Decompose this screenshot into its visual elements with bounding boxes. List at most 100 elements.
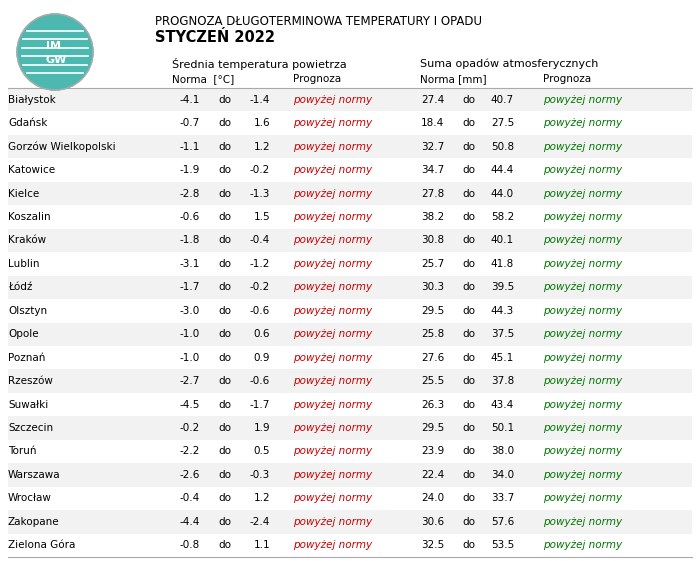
Text: 1.2: 1.2	[253, 493, 270, 503]
Text: do: do	[218, 141, 231, 151]
Text: powyżej normy: powyżej normy	[543, 376, 622, 386]
Text: 30.8: 30.8	[421, 236, 444, 245]
Text: powyżej normy: powyżej normy	[293, 306, 372, 316]
Text: Łódź: Łódź	[8, 282, 32, 292]
Text: -3.1: -3.1	[180, 259, 200, 269]
Text: do: do	[462, 95, 475, 105]
Text: -1.8: -1.8	[180, 236, 200, 245]
Text: Gorzów Wielkopolski: Gorzów Wielkopolski	[8, 141, 116, 152]
Text: powyżej normy: powyżej normy	[543, 493, 622, 503]
Text: 18.4: 18.4	[421, 118, 444, 128]
Text: Koszalin: Koszalin	[8, 212, 50, 222]
Text: -1.0: -1.0	[180, 329, 200, 339]
Text: 25.8: 25.8	[421, 329, 444, 339]
Text: 27.5: 27.5	[491, 118, 514, 128]
Text: powyżej normy: powyżej normy	[543, 118, 622, 128]
Bar	[8, 416, 692, 440]
Text: do: do	[218, 399, 231, 410]
Text: do: do	[462, 399, 475, 410]
Text: powyżej normy: powyżej normy	[543, 259, 622, 269]
Text: -2.6: -2.6	[180, 470, 200, 480]
Text: Rzeszów: Rzeszów	[8, 376, 53, 386]
Bar	[8, 510, 692, 534]
Text: 32.7: 32.7	[421, 141, 444, 151]
Text: do: do	[462, 447, 475, 457]
Bar	[8, 135, 692, 158]
Text: Opole: Opole	[8, 329, 38, 339]
Text: Poznań: Poznań	[8, 353, 46, 362]
Bar	[8, 275, 692, 299]
Text: 22.4: 22.4	[421, 470, 444, 480]
Text: do: do	[218, 236, 231, 245]
Text: 0.6: 0.6	[253, 329, 270, 339]
Text: 43.4: 43.4	[491, 399, 514, 410]
Text: -1.0: -1.0	[180, 353, 200, 362]
Text: do: do	[462, 423, 475, 433]
Text: -4.5: -4.5	[180, 399, 200, 410]
Text: do: do	[462, 188, 475, 199]
Text: powyżej normy: powyżej normy	[293, 493, 372, 503]
Text: powyżej normy: powyżej normy	[293, 141, 372, 151]
Text: -1.7: -1.7	[250, 399, 270, 410]
Text: powyżej normy: powyżej normy	[293, 470, 372, 480]
Text: 34.0: 34.0	[491, 470, 514, 480]
Text: Lublin: Lublin	[8, 259, 39, 269]
Text: do: do	[218, 165, 231, 175]
Text: -4.4: -4.4	[180, 517, 200, 527]
Text: powyżej normy: powyżej normy	[543, 95, 622, 105]
Text: do: do	[462, 517, 475, 527]
Text: powyżej normy: powyżej normy	[543, 423, 622, 433]
Text: do: do	[218, 423, 231, 433]
Text: do: do	[218, 517, 231, 527]
Text: Kielce: Kielce	[8, 188, 39, 199]
Text: Białystok: Białystok	[8, 95, 56, 105]
Text: 53.5: 53.5	[491, 540, 514, 550]
Text: powyżej normy: powyżej normy	[543, 353, 622, 362]
Text: powyżej normy: powyżej normy	[293, 95, 372, 105]
Text: powyżej normy: powyżej normy	[543, 212, 622, 222]
Text: Średnia temperatura powietrza: Średnia temperatura powietrza	[172, 58, 346, 70]
Text: -1.4: -1.4	[250, 95, 270, 105]
Text: powyżej normy: powyżej normy	[293, 259, 372, 269]
Text: 40.1: 40.1	[491, 236, 514, 245]
Text: powyżej normy: powyżej normy	[543, 470, 622, 480]
Text: Wrocław: Wrocław	[8, 493, 52, 503]
Text: 40.7: 40.7	[491, 95, 514, 105]
Circle shape	[17, 14, 93, 90]
Text: powyżej normy: powyżej normy	[293, 188, 372, 199]
Text: 25.7: 25.7	[421, 259, 444, 269]
Text: do: do	[218, 188, 231, 199]
Text: -4.1: -4.1	[180, 95, 200, 105]
Text: 57.6: 57.6	[491, 517, 514, 527]
Text: Norma [mm]: Norma [mm]	[420, 74, 486, 84]
Text: do: do	[462, 141, 475, 151]
Text: powyżej normy: powyżej normy	[293, 165, 372, 175]
Text: Warszawa: Warszawa	[8, 470, 61, 480]
Text: -1.7: -1.7	[180, 282, 200, 292]
Text: powyżej normy: powyżej normy	[293, 399, 372, 410]
Text: do: do	[462, 540, 475, 550]
Bar	[8, 182, 692, 205]
Text: Gdańsk: Gdańsk	[8, 118, 48, 128]
Text: Katowice: Katowice	[8, 165, 55, 175]
Text: -2.4: -2.4	[250, 517, 270, 527]
Text: IM: IM	[46, 41, 61, 51]
Text: powyżej normy: powyżej normy	[293, 282, 372, 292]
Text: powyżej normy: powyżej normy	[543, 236, 622, 245]
Text: -1.1: -1.1	[180, 141, 200, 151]
Text: powyżej normy: powyżej normy	[293, 118, 372, 128]
Text: do: do	[218, 470, 231, 480]
Text: do: do	[462, 236, 475, 245]
Text: 39.5: 39.5	[491, 282, 514, 292]
Text: GW: GW	[46, 55, 67, 65]
Text: 1.9: 1.9	[253, 423, 270, 433]
Text: -2.8: -2.8	[180, 188, 200, 199]
Text: PROGNOZA DŁUGOTERMINOWA TEMPERATURY I OPADU: PROGNOZA DŁUGOTERMINOWA TEMPERATURY I OP…	[155, 15, 482, 28]
Text: powyżej normy: powyżej normy	[293, 353, 372, 362]
Text: 33.7: 33.7	[491, 493, 514, 503]
Text: 32.5: 32.5	[421, 540, 444, 550]
Text: do: do	[218, 353, 231, 362]
Text: -0.7: -0.7	[180, 118, 200, 128]
Text: Kraków: Kraków	[8, 236, 46, 245]
Text: 24.0: 24.0	[421, 493, 444, 503]
